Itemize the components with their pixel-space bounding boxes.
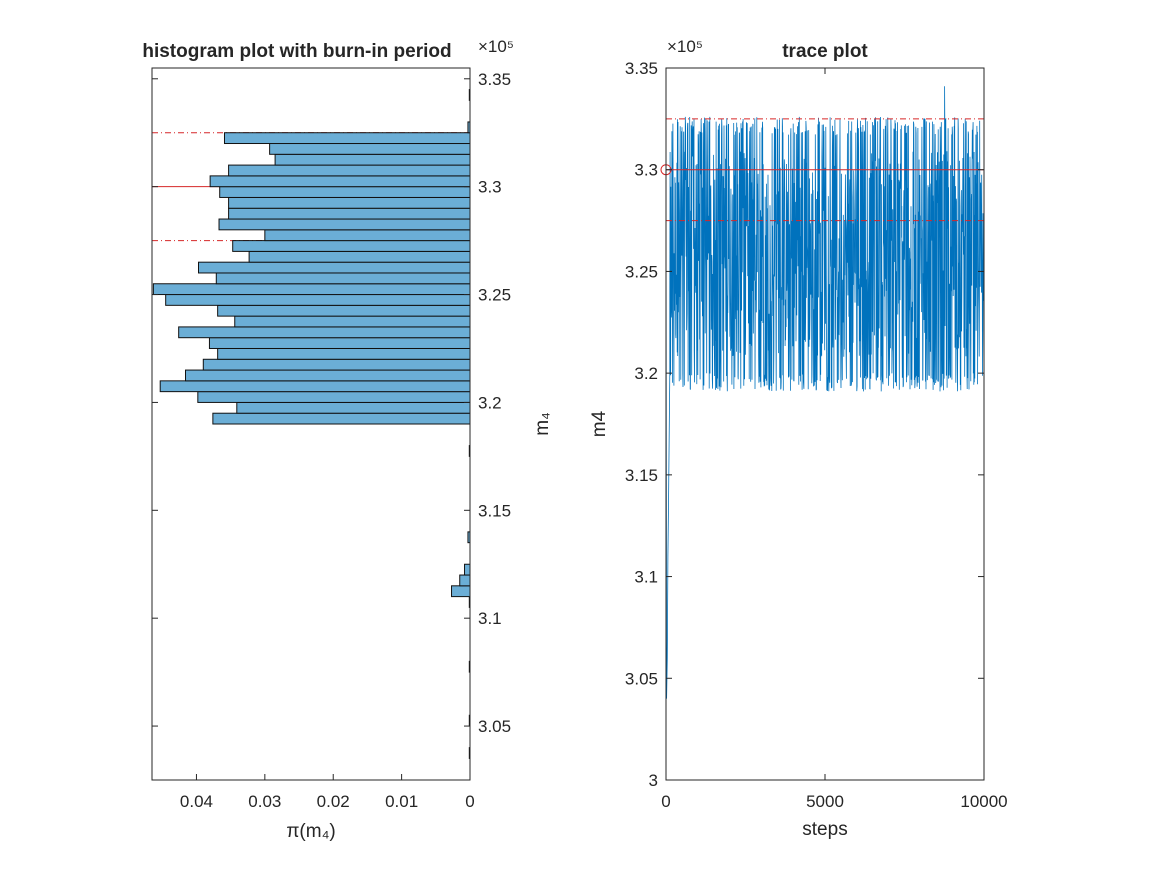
histogram-y-tick-label: 3.1 [478, 609, 502, 628]
histogram-bar [219, 186, 471, 198]
histogram-bar [269, 143, 471, 155]
trace-x-tick-label: 0 [661, 792, 670, 811]
histogram-y-label: m₄ [532, 412, 553, 436]
histogram-y-ticks: 3.05 3.1 3.15 3.2 3.25 3.3 3.35 [152, 70, 511, 736]
histogram-bars [152, 89, 471, 759]
trace-y-label: m4 [589, 410, 610, 437]
trace-y-tick-label: 3 [649, 771, 658, 790]
histogram-bar [248, 250, 471, 263]
histogram-axes-box [151, 67, 471, 781]
histogram-x-tick-label: 0 [465, 792, 474, 811]
histogram-x-tick-label: 0.02 [317, 792, 350, 811]
histogram-y-tick-label: 3.3 [478, 178, 502, 197]
histogram-bar [228, 207, 471, 220]
histogram-bar [165, 294, 471, 306]
histogram-y-tick-label: 3.05 [478, 717, 511, 736]
histogram-y-tick-label: 3.2 [478, 393, 502, 412]
histogram-bar [212, 412, 471, 425]
trace-line [665, 86, 985, 699]
trace-x-ticks: 0 5000 10000 [661, 68, 1008, 811]
histogram-bar [464, 563, 471, 576]
trace-reference-lines [660, 118, 984, 222]
histogram-bar [223, 132, 471, 145]
trace-y-tick-label: 3.05 [625, 669, 658, 688]
histogram-bar [459, 574, 471, 587]
histogram-bar [228, 196, 471, 209]
trace-panel: trace plot ×10⁵ 0 5000 10000 33.053.13.153… [589, 37, 1008, 840]
histogram-bar [234, 315, 471, 328]
histogram-bar [208, 337, 471, 349]
trace-y-tick-label: 3.3 [634, 161, 658, 180]
trace-x-label: steps [802, 819, 847, 840]
histogram-bar [209, 175, 471, 188]
trace-y-tick-label: 3.2 [634, 364, 658, 383]
histogram-x-tick-label: 0.04 [180, 792, 213, 811]
histogram-bar [236, 401, 471, 414]
histogram-x-ticks: 0.04 0.03 0.02 0.01 0 [180, 774, 475, 811]
histogram-bar [197, 391, 471, 403]
histogram-bar [185, 369, 471, 382]
histogram-y-tick-label: 3.25 [478, 286, 511, 305]
histogram-bar [232, 240, 471, 252]
histogram-y-tick-label: 3.35 [478, 70, 511, 89]
histogram-bar [159, 380, 471, 393]
trace-y-ticks: 3 3.05 3.1 3.15 3.2 3.25 3.3 3.35 [625, 59, 984, 790]
trace-y-tick-label: 3.15 [625, 466, 658, 485]
histogram-bar [274, 153, 471, 166]
histogram-bar [217, 347, 471, 360]
trace-y-tick-label: 3.1 [634, 568, 658, 587]
histogram-bar [217, 304, 471, 317]
histogram-x-tick-label: 0.01 [385, 792, 418, 811]
trace-y-tick-label: 3.35 [625, 59, 658, 78]
histogram-bar [228, 164, 471, 177]
histogram-y-exponent: ×10⁵ [478, 37, 514, 56]
histogram-bar [152, 283, 471, 296]
histogram-x-label: π(m₄) [286, 821, 335, 842]
histogram-bar [218, 218, 471, 231]
histogram-bar [264, 229, 471, 242]
histogram-x-tick-label: 0.03 [248, 792, 281, 811]
trace-y-tick-label: 3.25 [625, 262, 658, 281]
histogram-panel: histogram plot with burn-in period ×10⁵ … [142, 37, 553, 842]
trace-x-tick-label: 5000 [806, 792, 844, 811]
histogram-y-tick-label: 3.15 [478, 501, 511, 520]
histogram-bar [451, 585, 471, 598]
histogram-bar [178, 326, 471, 339]
histogram-title: histogram plot with burn-in period [142, 41, 451, 62]
histogram-bar [198, 261, 471, 274]
histogram-bar [202, 358, 471, 371]
histogram-bar [215, 272, 471, 285]
trace-series [665, 86, 985, 699]
trace-title: trace plot [782, 41, 868, 62]
trace-x-tick-label: 10000 [960, 792, 1007, 811]
trace-y-exponent: ×10⁵ [667, 37, 703, 56]
